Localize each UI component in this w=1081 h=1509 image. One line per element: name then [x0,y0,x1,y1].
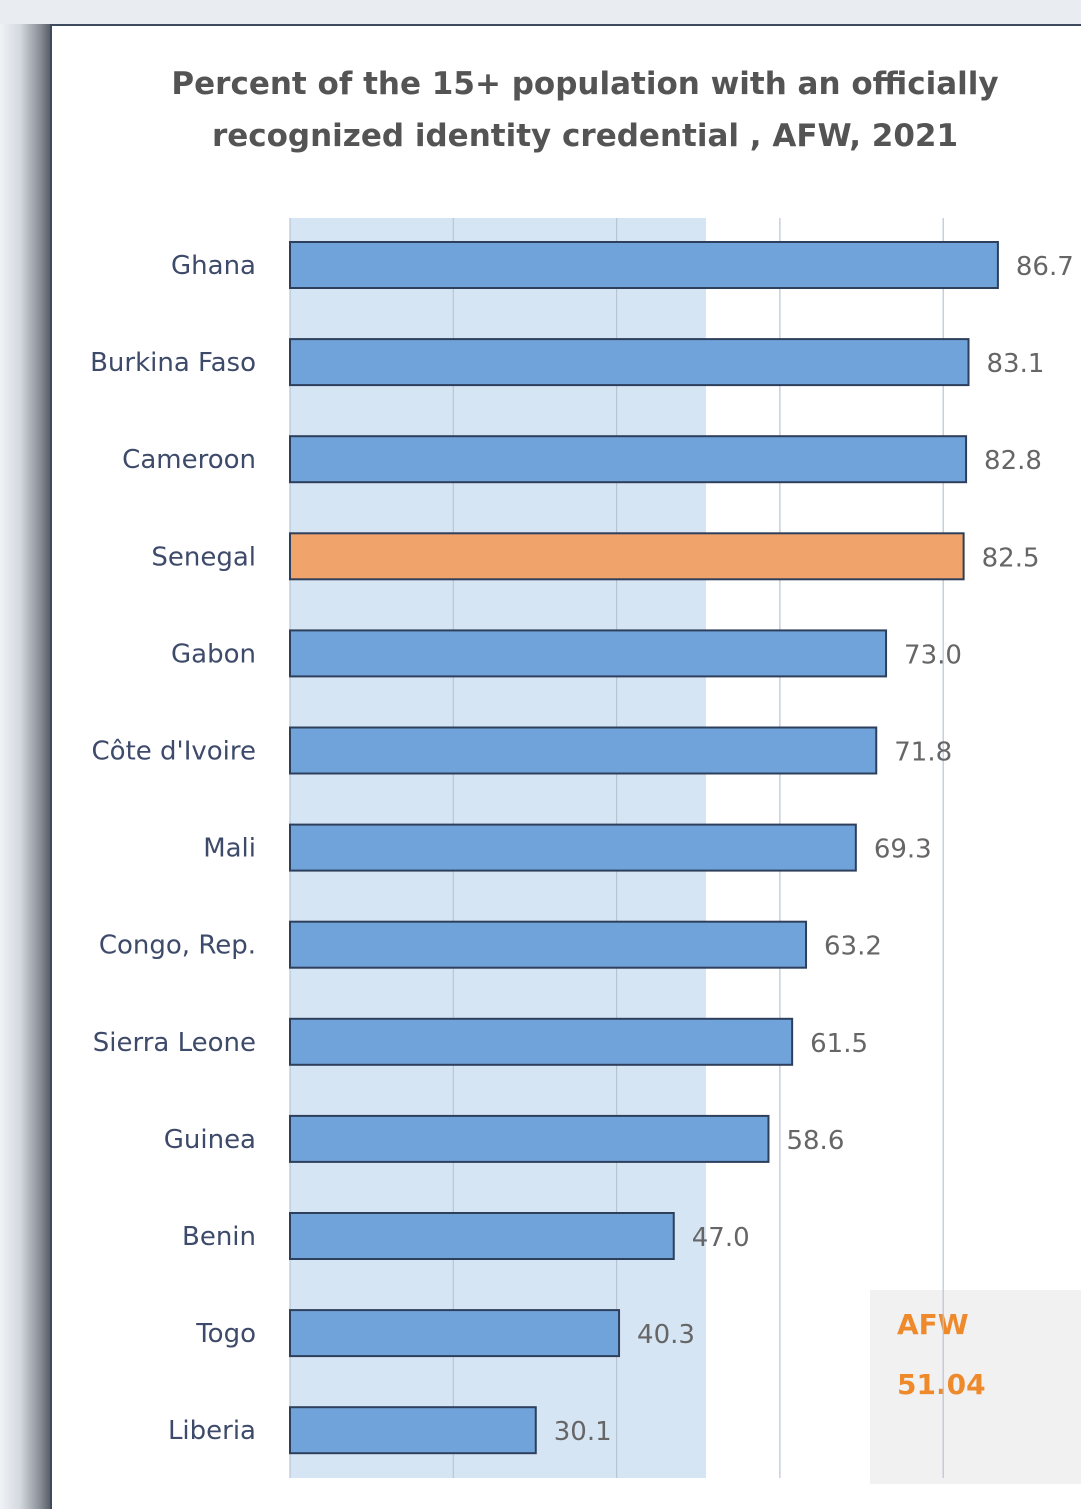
category-label-10: Benin [182,1222,256,1252]
afw-average-label: AFW [897,1308,969,1341]
value-label-1: 83.1 [987,349,1045,379]
bar-10 [289,1212,675,1260]
top-background [0,0,1081,24]
bar-12 [289,1406,537,1455]
bar-8 [289,1017,794,1066]
category-label-11: Togo [195,1319,256,1349]
value-label-2: 82.8 [984,446,1042,476]
value-label-7: 63.2 [824,932,882,962]
bar-0 [289,241,999,289]
bar-11 [289,1309,621,1358]
value-label-4: 73.0 [904,640,962,670]
value-label-10: 47.0 [692,1223,750,1253]
value-label-0: 86.7 [1016,252,1074,282]
value-label-12: 30.1 [554,1417,612,1447]
value-label-11: 40.3 [637,1320,695,1350]
value-label-5: 71.8 [894,738,952,768]
category-label-2: Cameroon [122,445,256,475]
value-label-6: 69.3 [874,835,932,865]
category-label-7: Congo, Rep. [99,931,256,961]
category-label-4: Gabon [171,639,256,669]
value-label-9: 58.6 [786,1126,844,1156]
bar-5 [289,726,878,775]
value-label-8: 61.5 [810,1029,868,1059]
bar-9 [289,1114,770,1163]
category-label-8: Sierra Leone [93,1028,256,1058]
afw-average-box [870,1290,1081,1484]
value-label-3: 82.5 [982,543,1040,573]
category-label-0: Ghana [171,251,256,281]
bar-1 [289,338,970,387]
category-label-6: Mali [203,834,256,864]
category-label-5: Côte d'Ivoire [92,737,256,767]
bar-3 [289,532,965,581]
category-label-3: Senegal [151,542,256,572]
category-label-1: Burkina Faso [90,348,256,378]
bar-4 [289,629,888,678]
category-label-12: Liberia [168,1416,256,1446]
bar-6 [289,823,857,872]
category-label-9: Guinea [164,1125,256,1155]
bar-2 [289,435,968,484]
bar-7 [289,920,808,969]
left-background [0,0,50,1509]
afw-average-value: 51.04 [897,1368,986,1401]
chart-title: Percent of the 15+ population with an of… [171,66,999,154]
